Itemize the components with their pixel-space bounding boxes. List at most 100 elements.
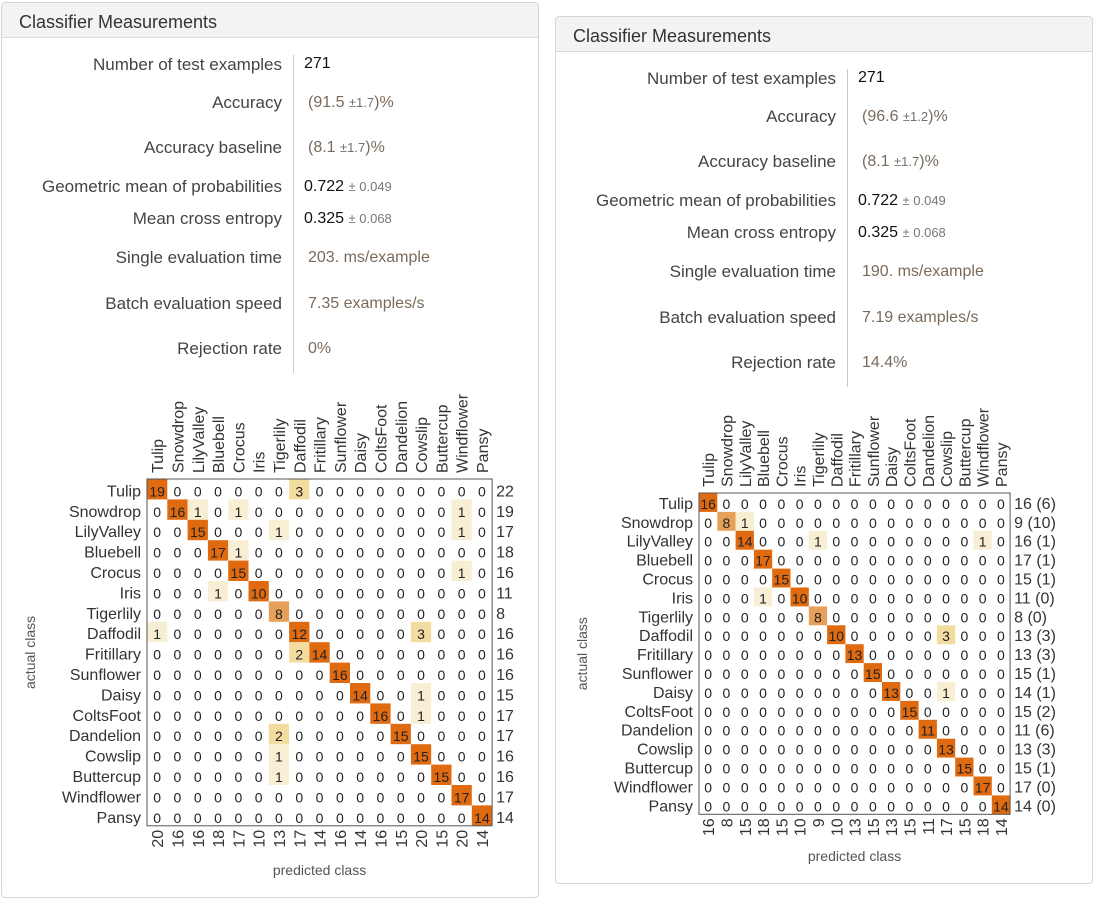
matrix-cell-value: 0	[377, 585, 385, 601]
matrix-cell-value: 0	[832, 609, 840, 625]
matrix-cell-value: 0	[437, 524, 445, 540]
column-label-cowslip: Cowslip	[939, 431, 956, 487]
matrix-cell-value: 1	[214, 585, 222, 601]
matrix-cell-value: 0	[924, 704, 932, 720]
matrix-cell-value: 0	[275, 483, 283, 499]
matrix-cell-value: 0	[377, 524, 385, 540]
matrix-cell-value: 0	[741, 704, 749, 720]
matrix-cell-value: 0	[234, 810, 242, 826]
matrix-cell-value: 0	[174, 708, 182, 724]
matrix-cell-value: 0	[356, 667, 364, 683]
metric-value-cross-entropy: 0.325 ± 0.068	[304, 210, 392, 227]
matrix-cell-value: 0	[478, 728, 486, 744]
row-total: 8 (0)	[1014, 609, 1047, 626]
matrix-cell-value: 0	[174, 626, 182, 642]
matrix-cell-value: 0	[814, 685, 822, 701]
matrix-cell-value: 0	[979, 798, 987, 814]
matrix-cell-value: 0	[759, 761, 767, 777]
x-axis-label: predicted class	[808, 848, 901, 864]
matrix-cell-value: 0	[796, 685, 804, 701]
matrix-cell-value: 0	[906, 590, 914, 606]
matrix-cell-value: 0	[336, 626, 344, 642]
matrix-cell-value: 15	[190, 524, 206, 540]
metric-value-cross-entropy: 0.325 ± 0.068	[858, 224, 946, 241]
matrix-cell-value: 0	[356, 545, 364, 561]
matrix-cell-value: 0	[979, 590, 987, 606]
matrix-cell-value: 0	[832, 798, 840, 814]
matrix-cell-value: 15	[231, 565, 247, 581]
metric-label-batch-speed: Batch evaluation speed	[659, 308, 836, 327]
matrix-cell-value: 0	[214, 810, 222, 826]
matrix-cell-value: 0	[869, 704, 877, 720]
matrix-cell-value: 0	[723, 496, 731, 512]
row-label-sunflower: Sunflower	[622, 666, 694, 683]
matrix-cell-fill	[753, 587, 773, 607]
row-total: 17	[496, 708, 514, 725]
matrix-cell-value: 0	[255, 545, 263, 561]
matrix-cell-value: 0	[397, 687, 405, 703]
row-label-coltsfoot: ColtsFoot	[73, 708, 142, 725]
matrix-cell-value: 0	[924, 609, 932, 625]
matrix-cell-value: 0	[336, 545, 344, 561]
matrix-cell-value: 0	[295, 504, 303, 520]
matrix-cell-value: 0	[704, 704, 712, 720]
matrix-cell-value: 0	[723, 704, 731, 720]
matrix-cell-value: 0	[295, 585, 303, 601]
column-total: 10	[793, 818, 810, 836]
matrix-cell-value: 0	[153, 606, 161, 622]
matrix-cell-value: 0	[458, 483, 466, 499]
matrix-cell-value: 0	[356, 708, 364, 724]
matrix-cell-value: 0	[255, 728, 263, 744]
metric-label-geometric-mean: Geometric mean of probabilities	[595, 191, 836, 210]
column-label-dandelion: Dandelion	[394, 401, 411, 473]
matrix-cell-value: 0	[458, 626, 466, 642]
row-total: 17 (0)	[1014, 779, 1056, 796]
metric-label-cross-entropy: Mean cross entropy	[132, 209, 282, 228]
matrix-cell-value: 0	[295, 687, 303, 703]
matrix-cell-value: 14	[352, 687, 368, 703]
column-label-crocus: Crocus	[774, 436, 791, 487]
matrix-cell-value: 0	[814, 496, 822, 512]
matrix-cell-value: 0	[887, 534, 895, 550]
row-total: 9 (10)	[1014, 515, 1056, 532]
matrix-cell-value: 0	[255, 687, 263, 703]
matrix-cell-value: 0	[704, 779, 712, 795]
matrix-cell-value: 0	[997, 628, 1005, 644]
matrix-cell-value: 0	[234, 687, 242, 703]
matrix-cell-value: 12	[291, 626, 307, 642]
matrix-cell-value: 14	[993, 798, 1009, 814]
matrix-cell-value: 0	[153, 667, 161, 683]
matrix-cell-value: 0	[214, 789, 222, 805]
matrix-cell-value: 0	[214, 769, 222, 785]
panel-header: Classifier Measurements	[2, 3, 538, 38]
matrix-cell-value: 0	[437, 749, 445, 765]
matrix-cell-value: 19	[149, 483, 165, 499]
matrix-cell-value: 0	[832, 685, 840, 701]
matrix-cell-value: 0	[437, 545, 445, 561]
matrix-cell-fill	[410, 744, 432, 765]
matrix-cell-value: 0	[796, 496, 804, 512]
row-label-tulip: Tulip	[659, 496, 693, 513]
matrix-cell-value: 0	[377, 565, 385, 581]
matrix-cell-fill	[753, 549, 773, 569]
matrix-cell-value: 0	[194, 483, 202, 499]
matrix-cell-value: 16	[170, 504, 186, 520]
matrix-cell-value: 0	[214, 728, 222, 744]
row-total: 11 (6)	[1014, 723, 1055, 740]
matrix-cell-value: 0	[960, 779, 968, 795]
column-label-crocus: Crocus	[231, 422, 248, 473]
matrix-cell-value: 0	[960, 723, 968, 739]
matrix-cell-value: 14	[737, 534, 753, 550]
metric-label-accuracy: Accuracy	[212, 93, 282, 112]
matrix-cell-value: 0	[869, 572, 877, 588]
matrix-cell-value: 0	[255, 504, 263, 520]
matrix-cell-value: 0	[777, 534, 785, 550]
metric-label-geometric-mean: Geometric mean of probabilities	[41, 177, 282, 196]
matrix-cell-value: 0	[997, 685, 1005, 701]
matrix-cell-value: 0	[796, 666, 804, 682]
metric-value-rejection-rate: 0%	[308, 340, 332, 357]
matrix-cell-value: 0	[417, 504, 425, 520]
matrix-cell-value: 0	[704, 609, 712, 625]
matrix-cell-fill	[936, 682, 956, 701]
matrix-cell-value: 0	[295, 789, 303, 805]
